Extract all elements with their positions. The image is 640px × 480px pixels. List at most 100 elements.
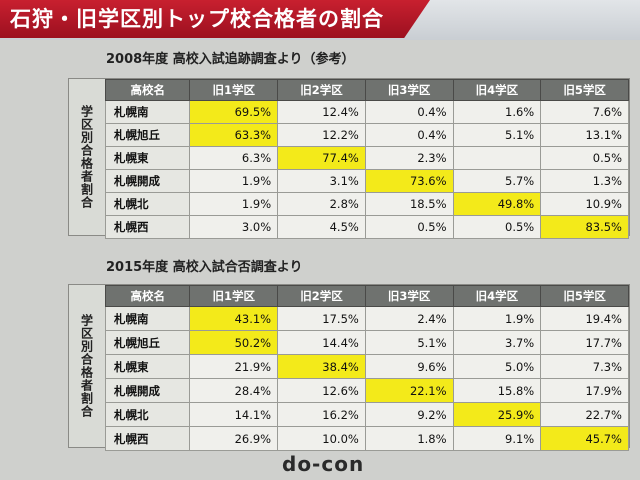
percentage-cell: 3.0%	[189, 215, 279, 239]
percentage-cell: 63.3%	[189, 123, 279, 147]
percentage-cell: 0.5%	[452, 215, 542, 239]
page-title: 石狩・旧学区別トップ校合格者の割合	[0, 0, 430, 38]
table-row: 札幌東 6.3% 77.4% 2.3% 0.5%	[104, 146, 629, 170]
percentage-cell: 50.2%	[189, 330, 279, 355]
column-header: 旧4学区	[452, 285, 542, 307]
school-name: 札幌西	[104, 215, 191, 239]
table-2008: 高校名 旧1学区 旧2学区 旧3学区 旧4学区 旧5学区 札幌南 69.5% 12.4% 0.4%…	[104, 79, 629, 239]
percentage-cell: 22.1%	[364, 378, 454, 403]
percentage-cell: 15.8%	[452, 378, 542, 403]
docon-logo: do-con	[282, 452, 365, 476]
percentage-cell: 0.5%	[540, 146, 629, 170]
column-header: 旧2学区	[277, 285, 366, 307]
percentage-cell: 21.9%	[189, 354, 279, 379]
percentage-cell: 5.1%	[364, 330, 454, 355]
percentage-cell: 12.6%	[277, 378, 366, 403]
percentage-cell: 5.1%	[452, 123, 542, 147]
column-header: 旧1学区	[189, 79, 279, 101]
percentage-cell: 1.3%	[540, 169, 629, 193]
table-row: 札幌北 14.1% 16.2% 9.2% 25.9% 22.7%	[104, 402, 629, 427]
table-2015: 高校名 旧1学区 旧2学区 旧3学区 旧4学区 旧5学区 札幌南 43.1% 17.5% 2.4%…	[104, 285, 629, 451]
table-row: 札幌開成 1.9% 3.1% 73.6% 5.7% 1.3%	[104, 169, 629, 193]
table-row: 札幌開成 28.4% 12.6% 22.1% 15.8% 17.9%	[104, 378, 629, 403]
percentage-cell: 0.5%	[364, 215, 454, 239]
table-row: 札幌西 3.0% 4.5% 0.5% 0.5% 83.5%	[104, 215, 629, 239]
table-row: 札幌南 69.5% 12.4% 0.4% 1.6% 7.6%	[104, 100, 629, 124]
percentage-cell: 77.4%	[277, 146, 366, 170]
school-name: 札幌南	[104, 306, 191, 331]
column-header: 高校名	[104, 79, 191, 101]
percentage-cell: 83.5%	[540, 215, 629, 239]
table-row: 札幌旭丘 63.3% 12.2% 0.4% 5.1% 13.1%	[104, 123, 629, 147]
section-title-2008: 2008年度 高校入試追跡調査より（参考）	[106, 52, 355, 67]
percentage-cell: 1.9%	[189, 169, 279, 193]
school-name: 札幌開成	[104, 169, 191, 193]
percentage-cell: 9.6%	[364, 354, 454, 379]
percentage-cell: 17.7%	[540, 330, 629, 355]
school-name: 札幌東	[104, 146, 191, 170]
percentage-cell: 25.9%	[452, 402, 542, 427]
percentage-cell: 19.4%	[540, 306, 629, 331]
school-name: 札幌東	[104, 354, 191, 379]
percentage-cell: 0.4%	[364, 123, 454, 147]
side-label: 学区別合格者割合	[69, 285, 106, 447]
percentage-cell: 2.8%	[277, 192, 366, 216]
percentage-cell: 9.1%	[452, 426, 542, 451]
column-header: 旧3学区	[364, 79, 454, 101]
title-banner: 石狩・旧学区別トップ校合格者の割合	[0, 0, 640, 40]
school-name: 札幌旭丘	[104, 123, 191, 147]
percentage-cell: 17.5%	[277, 306, 366, 331]
table-panel-2015: 学区別合格者割合 高校名 旧1学区 旧2学区 旧3学区 旧4学区 旧5学区 札幌南 43.1%…	[68, 284, 630, 451]
side-label: 学区別合格者割合	[69, 79, 106, 235]
school-name: 札幌西	[104, 426, 191, 451]
column-header: 高校名	[104, 285, 191, 307]
percentage-cell: 10.0%	[277, 426, 366, 451]
percentage-cell: 12.2%	[277, 123, 366, 147]
table-row: 札幌北 1.9% 2.8% 18.5% 49.8% 10.9%	[104, 192, 629, 216]
percentage-cell: 0.4%	[364, 100, 454, 124]
table-row: 札幌旭丘 50.2% 14.4% 5.1% 3.7% 17.7%	[104, 330, 629, 355]
percentage-cell: 69.5%	[189, 100, 279, 124]
percentage-cell: 4.5%	[277, 215, 366, 239]
school-name: 札幌開成	[104, 378, 191, 403]
section-title-2015: 2015年度 高校入試合否調査より	[106, 260, 303, 275]
percentage-cell: 73.6%	[364, 169, 454, 193]
percentage-cell	[452, 146, 542, 170]
column-header: 旧3学区	[364, 285, 454, 307]
percentage-cell: 1.9%	[189, 192, 279, 216]
percentage-cell: 14.1%	[189, 402, 279, 427]
percentage-cell: 14.4%	[277, 330, 366, 355]
table-row: 札幌西 26.9% 10.0% 1.8% 9.1% 45.7%	[104, 426, 629, 451]
percentage-cell: 7.3%	[540, 354, 629, 379]
school-name: 札幌北	[104, 402, 191, 427]
table-row: 札幌東 21.9% 38.4% 9.6% 5.0% 7.3%	[104, 354, 629, 379]
percentage-cell: 28.4%	[189, 378, 279, 403]
percentage-cell: 1.6%	[452, 100, 542, 124]
percentage-cell: 5.0%	[452, 354, 542, 379]
percentage-cell: 2.4%	[364, 306, 454, 331]
column-header: 旧5学区	[540, 79, 629, 101]
percentage-cell: 2.3%	[364, 146, 454, 170]
percentage-cell: 12.4%	[277, 100, 366, 124]
percentage-cell: 6.3%	[189, 146, 279, 170]
school-name: 札幌南	[104, 100, 191, 124]
percentage-cell: 17.9%	[540, 378, 629, 403]
percentage-cell: 10.9%	[540, 192, 629, 216]
percentage-cell: 1.8%	[364, 426, 454, 451]
percentage-cell: 26.9%	[189, 426, 279, 451]
table-panel-2008: 学区別合格者割合 高校名 旧1学区 旧2学区 旧3学区 旧4学区 旧5学区 札幌南 69.5%…	[68, 78, 630, 239]
percentage-cell: 3.7%	[452, 330, 542, 355]
school-name: 札幌北	[104, 192, 191, 216]
table-row: 札幌南 43.1% 17.5% 2.4% 1.9% 19.4%	[104, 306, 629, 331]
percentage-cell: 43.1%	[189, 306, 279, 331]
percentage-cell: 18.5%	[364, 192, 454, 216]
percentage-cell: 45.7%	[540, 426, 629, 451]
percentage-cell: 5.7%	[452, 169, 542, 193]
column-header: 旧2学区	[277, 79, 366, 101]
percentage-cell: 16.2%	[277, 402, 366, 427]
percentage-cell: 49.8%	[452, 192, 542, 216]
percentage-cell: 13.1%	[540, 123, 629, 147]
column-header: 旧4学区	[452, 79, 542, 101]
percentage-cell: 1.9%	[452, 306, 542, 331]
percentage-cell: 3.1%	[277, 169, 366, 193]
